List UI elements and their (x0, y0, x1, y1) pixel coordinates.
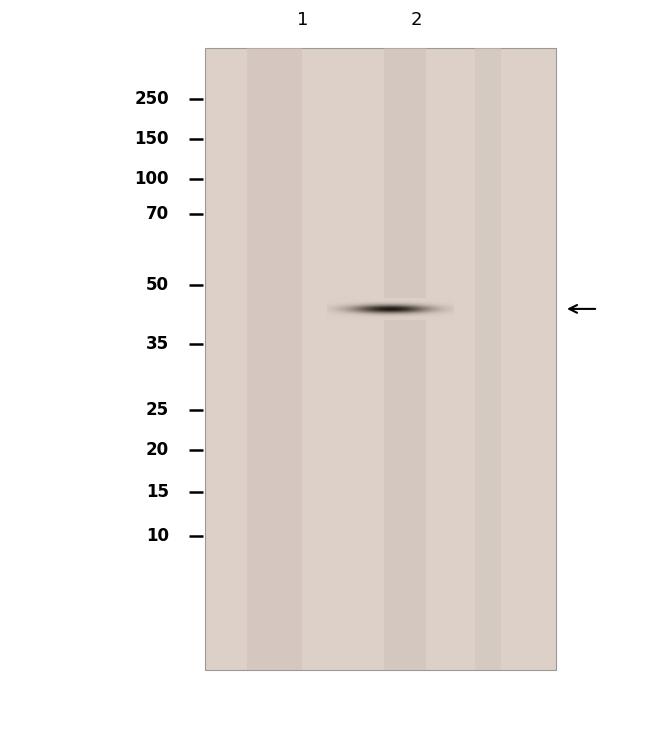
Text: 100: 100 (135, 171, 169, 188)
Bar (247, 48, 302, 670)
Text: 2: 2 (410, 12, 422, 29)
Text: 1: 1 (296, 12, 308, 29)
Bar (474, 48, 500, 670)
Text: 70: 70 (146, 205, 169, 223)
Text: 20: 20 (146, 441, 169, 459)
Text: 150: 150 (135, 130, 169, 148)
Text: 10: 10 (146, 527, 169, 545)
Text: 15: 15 (146, 483, 169, 501)
Text: 25: 25 (146, 401, 169, 419)
Text: 250: 250 (135, 90, 169, 108)
Text: 50: 50 (146, 277, 169, 294)
Bar (384, 48, 426, 670)
Bar (205, 48, 556, 670)
Text: 35: 35 (146, 335, 169, 353)
